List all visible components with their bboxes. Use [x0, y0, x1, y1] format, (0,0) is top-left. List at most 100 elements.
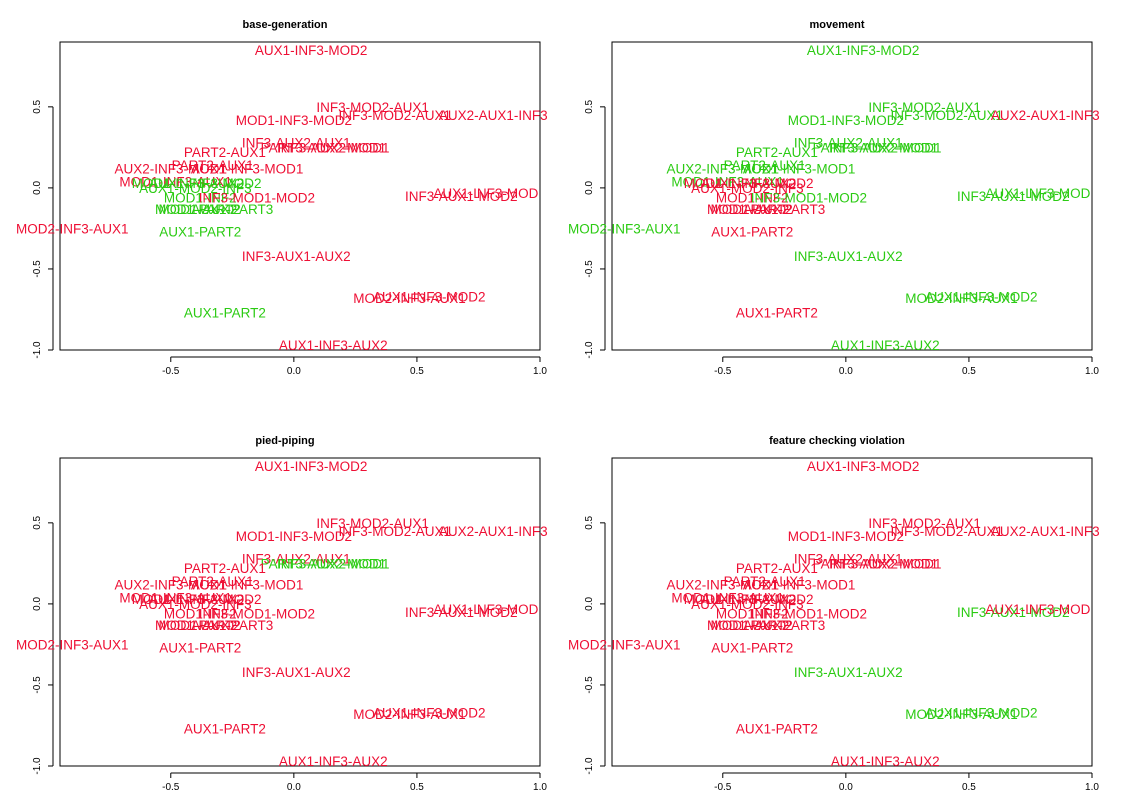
point-label: AUX1-PART3 — [743, 202, 825, 217]
x-tick-label: 0.5 — [962, 782, 976, 793]
point-label: INF3-AUX1-AUX2 — [794, 665, 903, 680]
x-axis: -0.5 0.0 0.5 1.0 — [162, 772, 547, 793]
point-label: INF3-AUX2-AUX1 — [794, 552, 903, 567]
y-tick-label: -1.0 — [32, 341, 43, 359]
point-label: MOD1-INF3-MOD2 — [236, 529, 352, 544]
point-label: MOD1-INF2 — [716, 607, 789, 622]
point-label: AUX1-INF3-MOD2 — [925, 290, 1038, 305]
y-axis: -1.0 -0.5 0.0 0.5 — [32, 99, 54, 359]
plot-frame — [59, 41, 541, 351]
point-label: INF3-MOD2-AUX1 — [891, 108, 1004, 123]
x-tick-label: 1.0 — [533, 782, 547, 793]
point-label: MOD1-AUX2 — [710, 202, 789, 217]
point-label: AUX1-INF3-MOD2 — [925, 706, 1038, 721]
point-label: MOD1-INF2 — [164, 607, 237, 622]
point-label: INF3-MOD2-AUX1 — [868, 100, 981, 115]
x-tick-label: 1.0 — [1085, 366, 1099, 377]
point-label: AUX1-INF3-MOD2 — [373, 706, 486, 721]
point-label: AUX1-INF3-MOD — [985, 602, 1090, 617]
point-label: AUX1-PART3 — [191, 202, 273, 217]
y-tick-label: 0.5 — [584, 515, 595, 529]
point-label: INF3-AUX2-MOD1 — [277, 556, 390, 571]
point-label: MOD1-INF2 — [716, 191, 789, 206]
y-tick-label: 0.5 — [584, 99, 595, 113]
point-label: MOD1-INF3-AUX1 — [119, 590, 232, 605]
point-label: PART2-AUX1 — [736, 561, 818, 576]
point-label: AUX1-INF3-MOD2 — [701, 592, 814, 607]
point-label: AUX1-INF3-AUX2 — [831, 338, 940, 353]
point-label: INF3-MOD1-MOD2 — [751, 191, 867, 206]
y-axis: -1.0 -0.5 0.0 0.5 — [32, 515, 54, 775]
y-tick-label: -0.5 — [32, 260, 43, 278]
point-label: AUX1-INF3-MOD — [433, 186, 538, 201]
point-label: MOD2-INF3-AUX1 — [568, 221, 681, 236]
x-tick-label: -0.5 — [162, 782, 180, 793]
point-label: AUX1-PART3 — [191, 618, 273, 633]
point-label: INF3-MOD2-AUX1 — [316, 100, 429, 115]
y-tick-label: -0.5 — [584, 676, 595, 694]
point-label: INF3-AUX1-AUX2 — [242, 665, 351, 680]
point-label: AUX1-INF3-MOD2 — [255, 459, 368, 474]
point-label: AUX1-INF3-MOD2 — [701, 176, 814, 191]
point-label: MOD2-INF3-AUX1 — [353, 707, 466, 722]
point-label: AUX1-INF3-MOD1 — [191, 577, 304, 592]
point-label: MOD1-INF3-MOD2 — [788, 529, 904, 544]
point-label: MOD1-AUX2 — [710, 618, 789, 633]
y-tick-label: -0.5 — [584, 260, 595, 278]
y-tick-label: -1.0 — [584, 341, 595, 359]
y-tick-label: 0.0 — [32, 181, 43, 195]
point-label: MOD1-INF3-AUX1 — [119, 174, 232, 189]
point-label: AUX1-INF3-MOD1 — [743, 161, 856, 176]
point-label: AUX2-INF3-MOD1 — [115, 161, 228, 176]
y-axis: -1.0 -0.5 0.0 0.5 — [584, 99, 606, 359]
point-label: MOD1-INF3-AUX2 — [684, 592, 797, 607]
point-label: MOD1-INF3-AUX2 — [684, 176, 797, 191]
y-tick-label: 0.0 — [584, 597, 595, 611]
point-label: AUX1-MOD2-INF3 — [139, 181, 252, 196]
point-label: AUX1-INF3-MOD2 — [807, 43, 920, 58]
point-label: MOD2-INF3-AUX1 — [905, 707, 1018, 722]
x-axis: -0.5 0.0 0.5 1.0 — [714, 772, 1099, 793]
x-tick-label: -0.5 — [714, 366, 732, 377]
x-tick-label: -0.5 — [714, 782, 732, 793]
point-label: MOD1-AUX2 — [158, 202, 237, 217]
point-label: INF3-AUX1-AUX2 — [794, 249, 903, 264]
point-label: AUX1-MOD2-INF3 — [691, 597, 804, 612]
point-label: MOD1-INF3-AUX2 — [132, 176, 245, 191]
point-label: INF3-MOD2-AUX1 — [339, 524, 452, 539]
point-label: INF3-AUX1-AUX2 — [242, 249, 351, 264]
y-axis: -1.0 -0.5 0.0 0.5 — [584, 515, 606, 775]
point-label: INF3-AUX2-AUX1 — [242, 552, 351, 567]
point-label: MOD1-INF3-AUX1 — [671, 174, 784, 189]
point-label: MOD2-INF3-AUX1 — [16, 221, 129, 236]
point-label: INF3-MOD1-MOD2 — [199, 607, 315, 622]
point-label: MOD2-INF3-AUX1 — [905, 291, 1018, 306]
point-label: INF3-MOD1-MOD2 — [751, 607, 867, 622]
x-tick-label: 0.5 — [410, 366, 424, 377]
point-label: AUX1-PART2 — [711, 225, 793, 240]
point-label: MOD1-PART2 — [155, 618, 241, 633]
point-label: INF3-AUX2-MOD1 — [829, 556, 942, 571]
point-label: INF3-MOD2-AUX1 — [868, 516, 981, 531]
point-label: PART2-AUX1 — [724, 574, 806, 589]
point-label: AUX1-PART3 — [743, 618, 825, 633]
point-label: PART2-AUX1 — [184, 145, 266, 160]
points-layer: AUX1-INF3-MOD2 INF3-MOD2-AUX1INF3-MOD2-AU… — [568, 459, 1100, 769]
point-label: AUX1-PART2 — [736, 306, 818, 321]
point-label: MOD1-AUX2 — [158, 618, 237, 633]
point-label: MOD2-INF3-AUX1 — [568, 637, 681, 652]
point-label: AUX2-AUX1-INF3 — [991, 524, 1100, 539]
point-label: AUX2-INF3-MOD1 — [667, 577, 780, 592]
point-label: AUX1-INF3-MOD2 — [255, 43, 368, 58]
point-label: INF3-AUX1-MOD2 — [957, 189, 1070, 204]
point-label: INF3-MOD1-MOD2 — [199, 191, 315, 206]
point-label: AUX1-INF3-MOD2 — [807, 459, 920, 474]
point-label: AUX1-PART2 — [184, 306, 266, 321]
y-tick-label: -1.0 — [32, 757, 43, 775]
point-label: AUX1-INF3-MOD — [433, 602, 538, 617]
point-label: AUX2-INF3-MOD1 — [667, 161, 780, 176]
x-axis: -0.5 0.0 0.5 1.0 — [714, 356, 1099, 377]
y-tick-label: 0.5 — [32, 99, 43, 113]
point-label: INF3-AUX2-MOD1 — [829, 140, 942, 155]
